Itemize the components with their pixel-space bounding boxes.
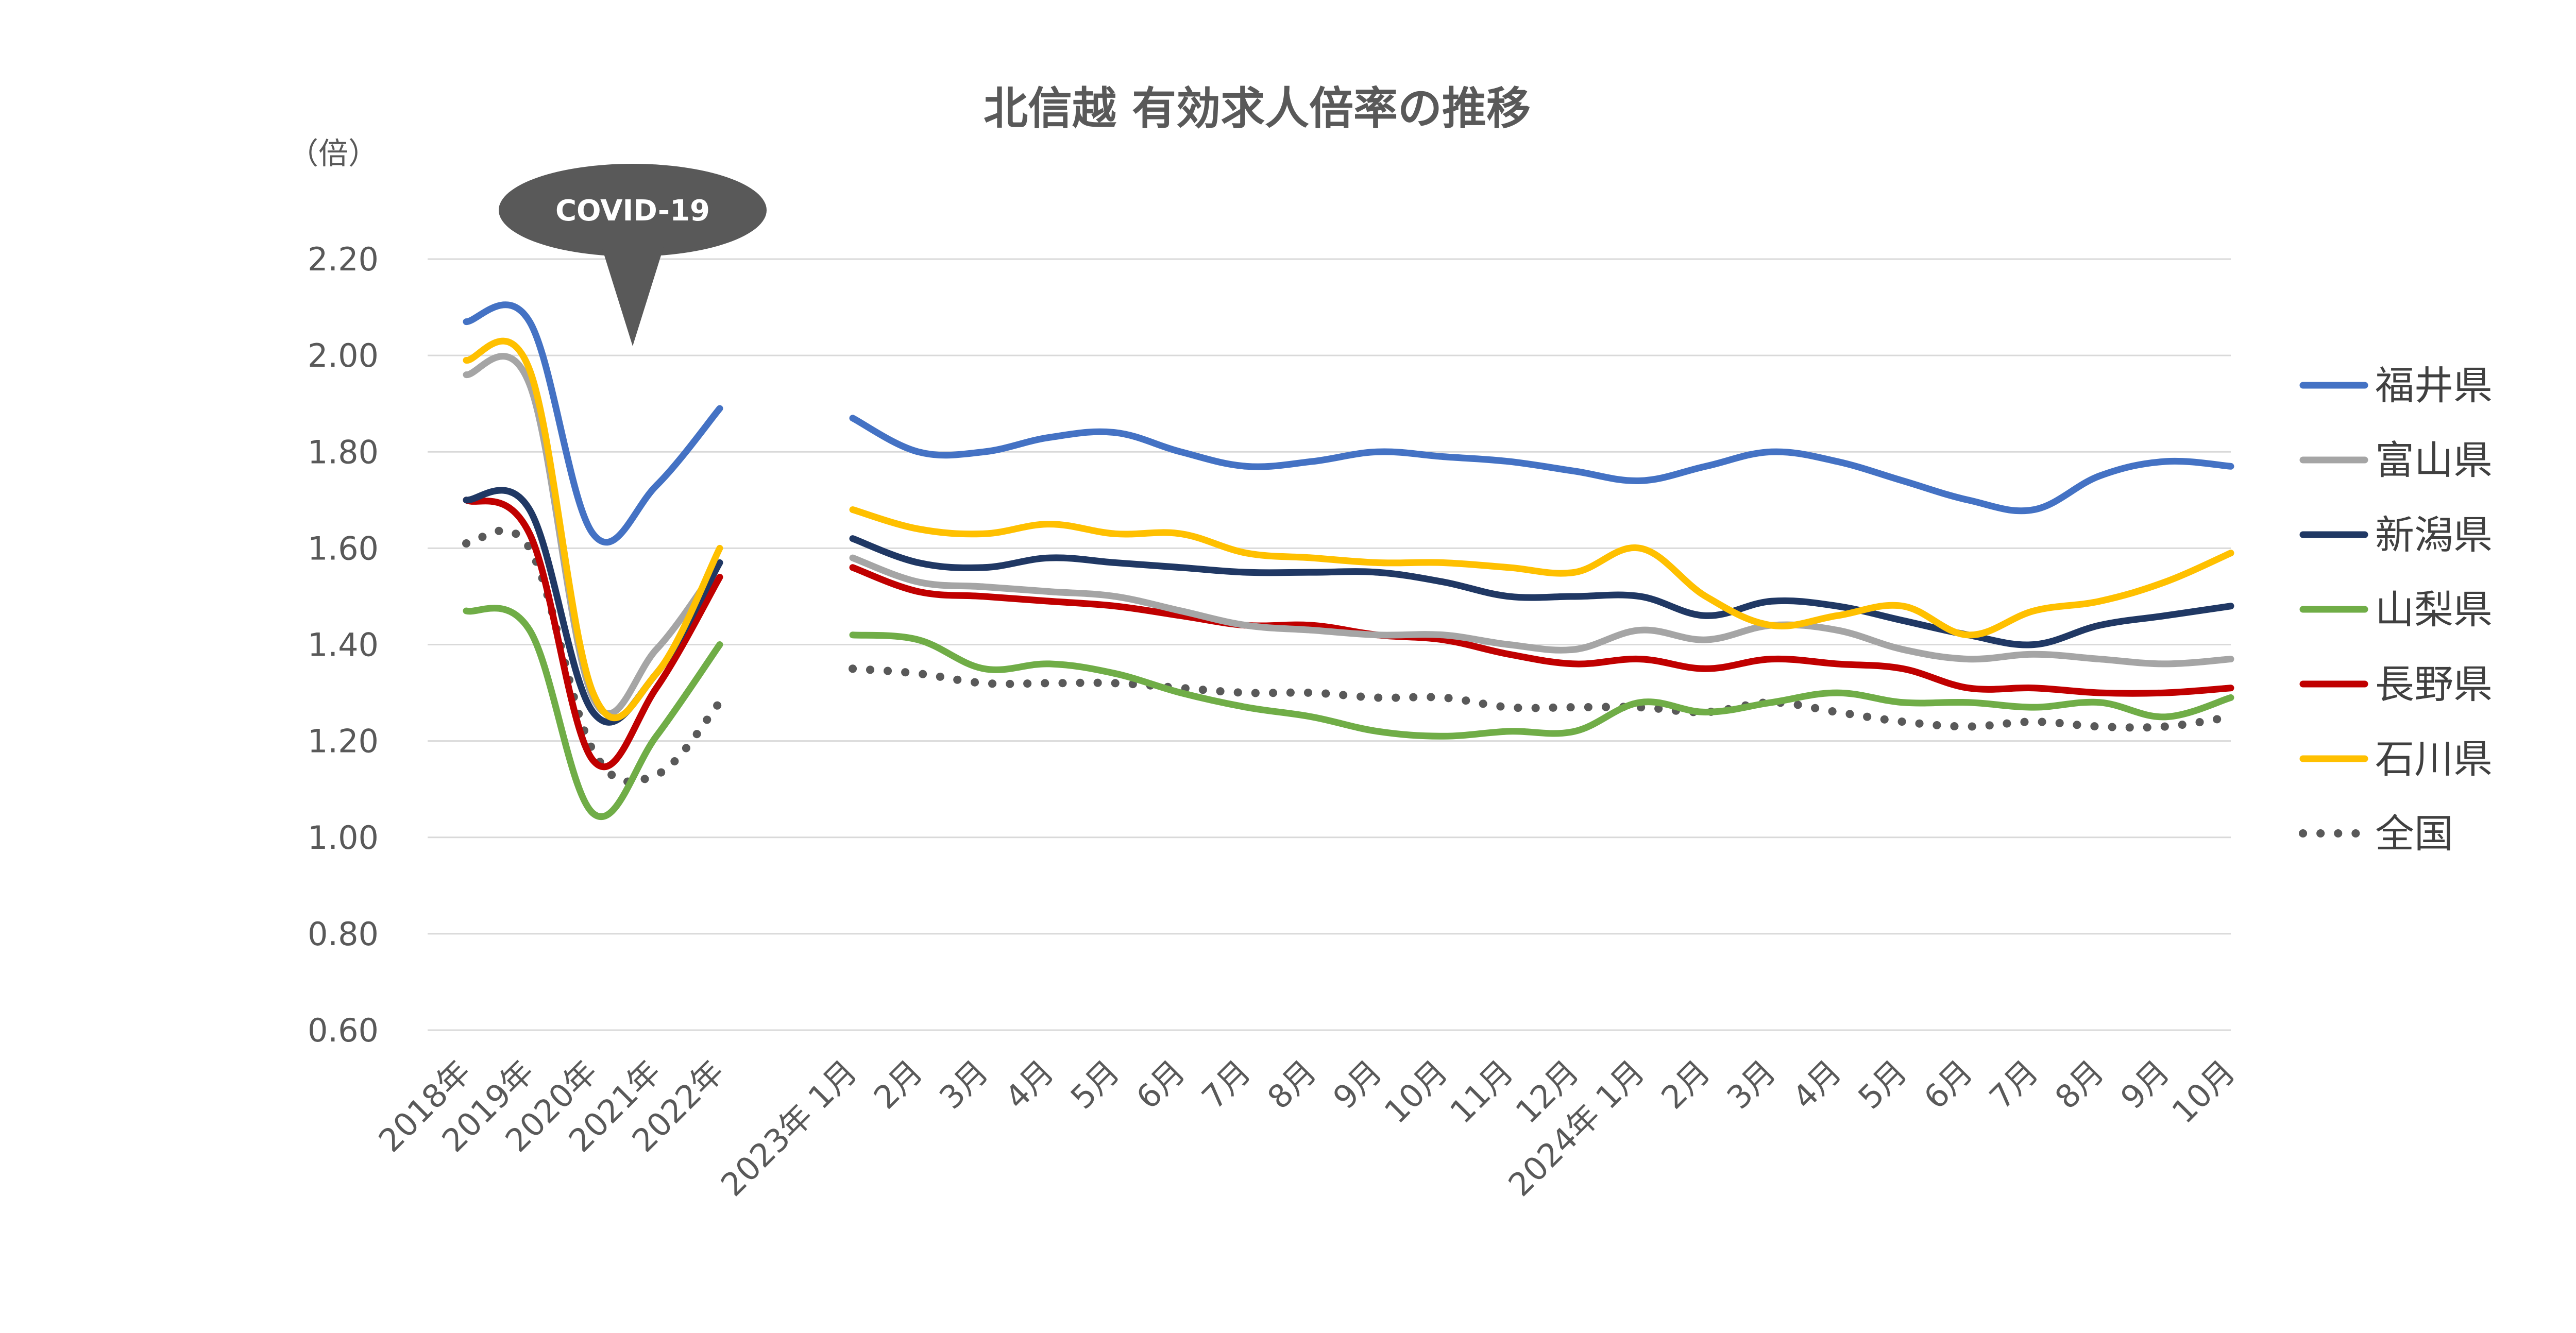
y-tick-label: 0.60 [308,1012,379,1049]
x-tick-label: 4月 [1785,1053,1849,1116]
series-line [849,506,2234,639]
series-lines [462,301,2235,821]
y-tick-label: 1.00 [308,819,379,857]
legend-label: 全国 [2375,811,2453,857]
series-line [849,415,2234,515]
x-tick-label: 8月 [2047,1053,2111,1116]
series-line [849,554,2234,668]
series-line [849,564,2234,697]
x-tick-label: 3月 [932,1053,995,1116]
legend-label: 長野県 [2375,661,2493,707]
series-line [463,497,723,771]
x-tick-label: 10月 [2164,1053,2242,1131]
series-line [462,526,724,786]
x-tick-label: 3月 [1720,1053,1783,1116]
x-tick-label: 7月 [1982,1053,2045,1116]
y-tick-label: 1.20 [308,723,379,760]
callout-text: COVID-19 [555,194,710,228]
legend-label: 富山県 [2375,437,2493,483]
x-tick-label: 6月 [1917,1053,1980,1116]
series-line [849,631,2234,740]
y-tick-label: 2.20 [308,241,379,278]
x-tick-label: 2月 [1654,1053,1717,1116]
y-tick-label: 2.00 [308,337,379,374]
y-axis-ticks: 0.60 0.80 1.00 1.20 1.40 1.60 1.80 2.00 2.20 [308,241,379,1049]
x-tick-label: 10月 [1377,1053,1455,1131]
x-tick-label: 4月 [997,1053,1061,1116]
series-line [849,664,2235,732]
y-axis-unit-label: （倍） [289,136,378,171]
y-tick-label: 1.40 [308,626,379,664]
series-line [463,337,723,722]
gridlines [428,258,2231,1031]
legend-label: 新潟県 [2375,512,2493,558]
y-tick-label: 1.80 [308,433,379,471]
legend-label: 山梨県 [2375,587,2493,633]
x-tick-label: 11月 [1443,1053,1520,1131]
y-tick-label: 1.60 [308,529,379,567]
legend-label: 福井県 [2375,363,2493,408]
series-line [849,535,2234,648]
x-tick-label: 7月 [1195,1053,1258,1116]
x-tick-label: 5月 [1851,1053,1914,1116]
x-tick-label: 6月 [1129,1053,1192,1116]
x-tick-label: 5月 [1063,1053,1127,1116]
y-tick-label: 0.80 [308,915,379,953]
covid-callout: COVID-19 [499,164,767,346]
legend-label: 石川県 [2375,736,2493,782]
x-tick-label: 2023年 1月 [714,1053,865,1204]
chart-title: 北信越 有効求人倍率の推移 [984,83,1531,134]
series-line [463,301,723,546]
series-line [463,605,723,821]
callout-pointer [602,247,664,346]
x-tick-label: 8月 [1260,1053,1324,1116]
x-tick-label: 2月 [867,1053,930,1116]
callout-bubble [499,164,767,257]
